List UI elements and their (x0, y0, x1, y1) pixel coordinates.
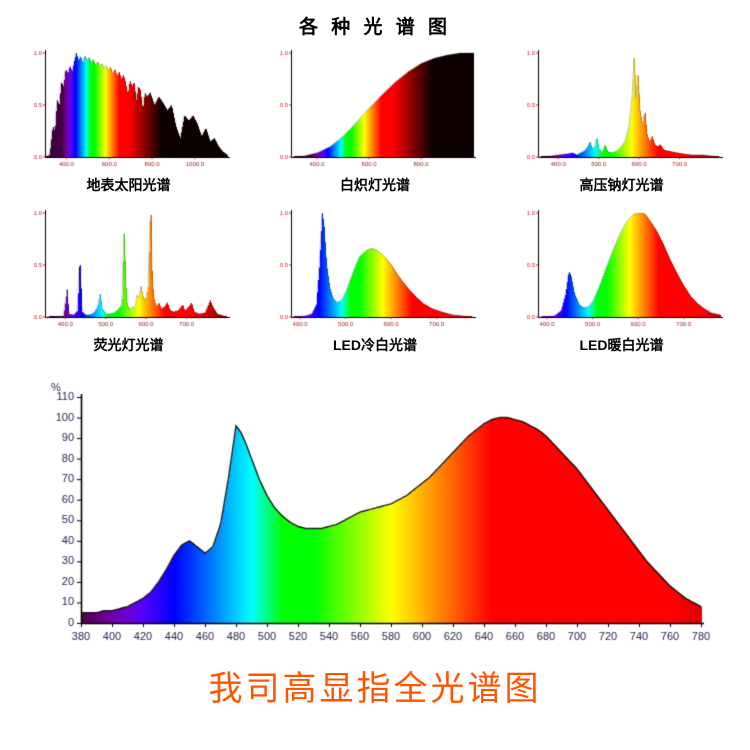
full-spectrum-canvas (35, 379, 715, 651)
led-cool-white-spectrum-chart: LED冷白光谱 (257, 207, 493, 355)
incandescent-spectrum-label: 白炽灯光谱 (340, 177, 410, 193)
fluorescent-spectrum-label: 荧光灯光谱 (93, 337, 164, 353)
led-warm-white-spectrum-chart: LED暖白光谱 (504, 207, 740, 355)
led-warm-white-spectrum-canvas (515, 207, 728, 333)
led-cool-white-spectrum-canvas (269, 207, 481, 333)
incandescent-spectrum-chart: 白炽灯光谱 (257, 47, 493, 195)
spectrum-poster: 各 种 光 谱 图 地表太阳光谱 白炽灯光谱 高压钠灯光谱 荧光灯光谱 LED冷… (0, 17, 750, 708)
led-warm-white-spectrum-label: LED暖白光谱 (579, 337, 664, 353)
full-spectrum-caption: 我司高显指全光谱图 (208, 671, 542, 708)
incandescent-spectrum-canvas (269, 47, 481, 173)
led-cool-white-spectrum-label: LED冷白光谱 (333, 337, 417, 353)
full-spectrum-section (0, 379, 750, 651)
spectrum-grid: 地表太阳光谱 白炽灯光谱 高压钠灯光谱 荧光灯光谱 LED冷白光谱 LED暖白光… (0, 47, 750, 367)
solar-spectrum-label: 地表太阳光谱 (86, 177, 171, 193)
sodium-lamp-spectrum-canvas (515, 47, 728, 173)
fluorescent-spectrum-chart: 荧光灯光谱 (11, 207, 247, 355)
sodium-lamp-spectrum-chart: 高压钠灯光谱 (504, 47, 740, 195)
fluorescent-spectrum-canvas (22, 207, 235, 333)
sodium-lamp-spectrum-label: 高压钠灯光谱 (579, 177, 664, 193)
solar-spectrum-chart: 地表太阳光谱 (11, 47, 247, 195)
solar-spectrum-canvas (22, 47, 235, 173)
page-title: 各 种 光 谱 图 (298, 17, 452, 38)
